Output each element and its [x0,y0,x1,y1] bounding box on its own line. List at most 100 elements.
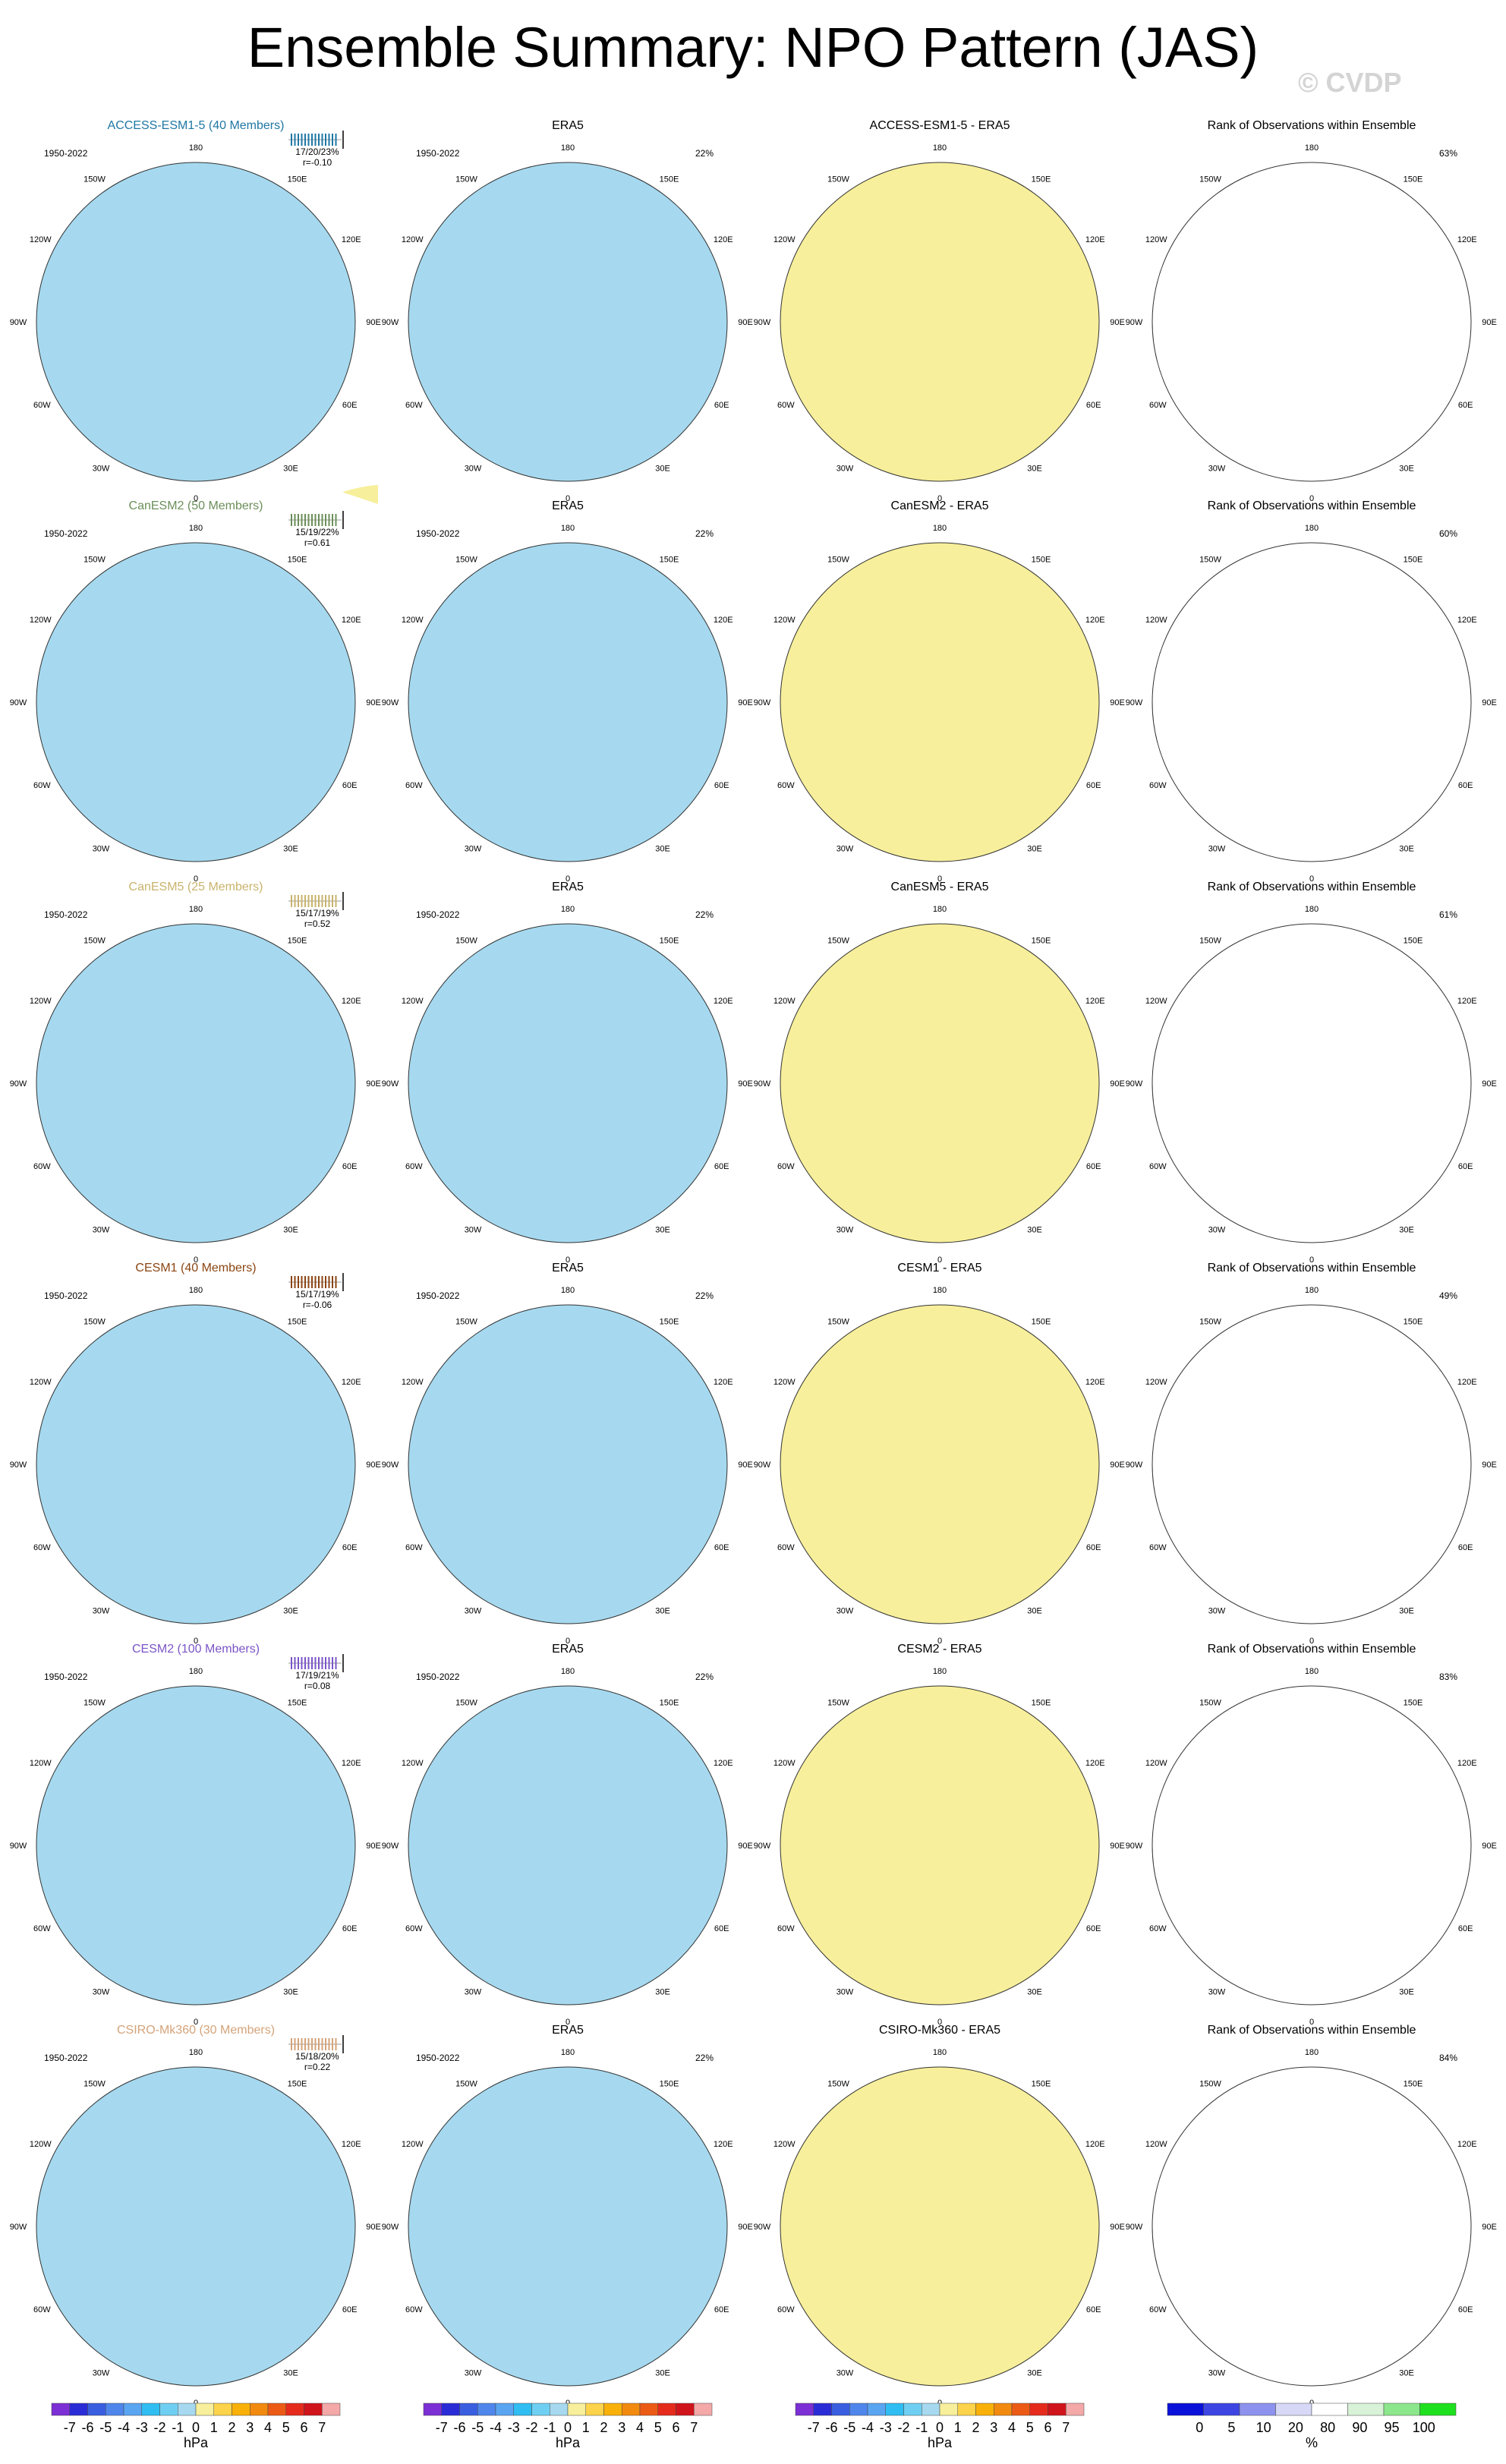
colorbar-label: -1 [172,2420,184,2435]
panel-r2-c3: 180 0 150W 150E 120W 120E 90W 90E 60W 60E 30W 30E Ca… [754,499,1125,884]
longitude-label: 150E [1032,1318,1051,1327]
longitude-label: 30W [93,1988,110,1997]
difference-title: ACCESS-ESM1-5 - ERA5 [870,119,1010,132]
longitude-label: 60W [33,2305,51,2314]
colorbar-hpa-3: -7 -6 -5 -4 -3 -2 -1 0 1 2 3 4 5 6 7 hPa [795,2403,1085,2450]
longitude-label: 0 [1309,1637,1314,1646]
obs-variance-pct: 22% [695,2053,714,2063]
model-title: CanESM5 (25 Members) [129,881,263,893]
longitude-label: 60E [714,1543,729,1552]
longitude-label: 60E [342,2305,358,2314]
longitude-label: 120E [1457,2140,1477,2149]
difference-title: CSIRO-Mk360 - ERA5 [879,2024,1000,2037]
longitude-label: 30W [1208,2369,1226,2378]
colorbar-swatch [939,2403,958,2416]
longitude-label: 60E [1086,1543,1101,1552]
longitude-label: 60W [33,401,51,410]
colorbar-swatch [1275,2403,1312,2416]
colorbar-swatch [957,2403,976,2416]
longitude-label: 90E [738,318,753,327]
colorbar-unit: hPa [928,2435,953,2450]
map-border [1152,1685,1472,2006]
longitude-label: 30W [93,2369,110,2378]
longitude-label: 90E [366,698,381,707]
colorbar-swatch [250,2403,269,2416]
colorbar-label: 3 [990,2420,997,2435]
longitude-label: 90E [1110,318,1125,327]
colorbar-hpa-2: -7 -6 -5 -4 -3 -2 -1 0 1 2 3 4 5 6 7 hPa [423,2403,713,2450]
colorbar-label: -4 [862,2420,874,2435]
longitude-label: 150W [83,1318,106,1327]
longitude-label: 120E [714,1759,733,1768]
longitude-label: 90E [1482,318,1497,327]
longitude-label: 120E [714,2140,733,2149]
longitude-label: 180 [189,905,203,914]
longitude-label: 120W [1145,1759,1167,1768]
pattern-correlation: r=0.52 [304,918,331,929]
panel-r5-c3: 180 0 150W 150E 120W 120E 90W 90E 60W 60E 30W 30E CE… [754,1643,1125,2027]
map-background [408,543,727,862]
longitude-label: 30W [1208,1607,1226,1616]
longitude-label: 0 [194,1256,198,1265]
panel-r1-c3: 180 0 150W 150E 120W 120E 90W 90E 60W 60E 30W 30E AC… [754,119,1125,503]
period-label: 1950-2022 [44,909,88,920]
longitude-label: 60E [714,1162,729,1171]
colorbar-label: 95 [1385,2420,1400,2435]
longitude-label: 180 [561,2048,575,2057]
panel-r6-c2: 1800150W150E120W120E90W90E60W60E30W30EER… [382,2024,753,2408]
longitude-label: 0 [937,874,942,884]
longitude-label: 90W [382,1079,399,1089]
colorbar-label: 80 [1320,2420,1335,2435]
map-background [780,2067,1099,2386]
longitude-label: 120W [773,616,796,625]
panel-r3-c2: 180 0 150W 150E 120W 120E 90W 90E 60W 60E 30W 30E ER… [382,881,753,1265]
colorbar-swatch [831,2403,850,2416]
longitude-label: 90W [10,1460,27,1470]
longitude-label: 90W [1126,1842,1143,1851]
longitude-label: 90W [10,1842,27,1851]
longitude-label: 30W [93,1607,110,1616]
longitude-label: 60W [405,1543,423,1552]
map-border [408,1685,728,2006]
obs-variance-pct: 22% [695,148,714,159]
longitude-label: 90W [382,1460,399,1470]
longitude-label: 60W [1149,2305,1167,2314]
obs-title: ERA5 [552,1262,584,1275]
longitude-label: 90W [10,2223,27,2232]
colorbar-swatch [867,2403,886,2416]
map-border [780,162,1100,482]
longitude-label: 180 [189,2048,203,2057]
longitude-label: 150W [827,175,849,184]
period-label: 1950-2022 [416,528,460,539]
colorbar-label: -5 [99,2420,112,2435]
map-border [1152,1304,1472,1624]
panel-r3-c4: 180 0 150W 150E 120W 120E 90W 90E 60W 60E 30W 30E Ra… [1126,881,1497,1265]
colorbar-swatch [1239,2403,1276,2416]
longitude-label: 120W [773,235,796,244]
longitude-label: 90E [1482,698,1497,707]
longitude-label: 150W [455,556,477,565]
longitude-label: 180 [561,1667,575,1676]
longitude-label: 120W [402,997,424,1006]
longitude-label: 120W [773,1759,796,1768]
longitude-label: 60E [1086,401,1101,410]
map-background [780,1305,1099,1624]
colorbar-label: 6 [672,2420,679,2435]
longitude-label: 150W [455,1699,477,1708]
obs-variance-pct: 22% [695,1290,714,1301]
longitude-label: 30E [1027,2369,1042,2378]
longitude-label: 30W [836,1607,854,1616]
longitude-label: 90E [366,1079,381,1089]
longitude-label: 30W [836,845,854,854]
longitude-label: 180 [189,1667,203,1676]
longitude-label: 180 [189,1286,203,1295]
colorbar-unit: hPa [556,2435,581,2450]
longitude-label: 60E [714,781,729,790]
rank-pct: 63% [1439,148,1457,159]
longitude-label: 120W [1145,1378,1167,1387]
colorbar-label: 0 [936,2420,944,2435]
longitude-label: 120E [714,616,733,625]
map-border [36,923,356,1243]
longitude-label: 150W [83,1699,106,1708]
longitude-label: 30E [1027,1988,1042,1997]
